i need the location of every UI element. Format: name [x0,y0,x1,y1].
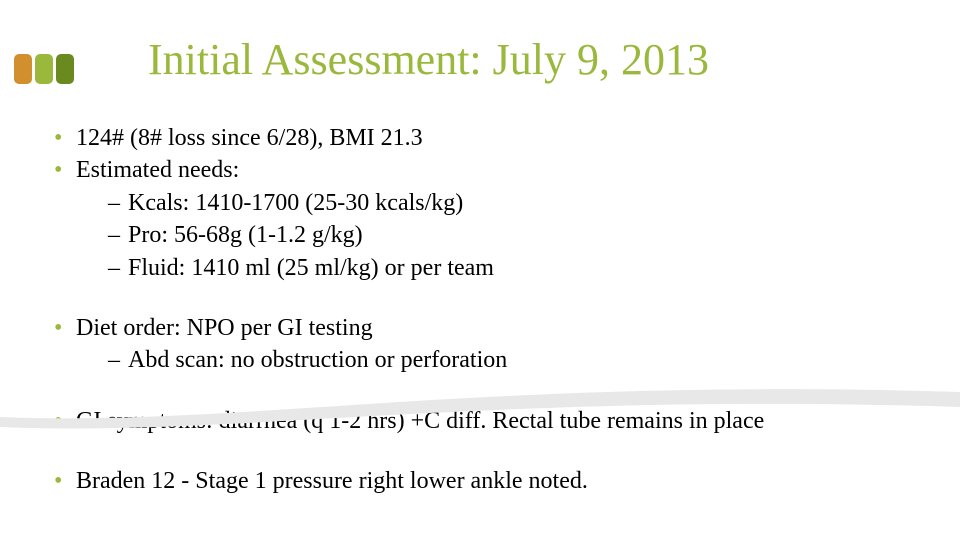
accent-bars [14,54,74,84]
bullet-estimated-needs: Estimated needs: [50,154,930,186]
accent-bar-2 [35,54,53,84]
bullet-braden: Braden 12 - Stage 1 pressure right lower… [50,465,930,497]
sub-fluid: Fluid: 1410 ml (25 ml/kg) or per team [108,252,930,284]
bullet-diet-order: Diet order: NPO per GI testing [50,312,930,344]
bullet-weight-bmi: 124# (8# loss since 6/28), BMI 21.3 [50,122,930,154]
slide-content: 124# (8# loss since 6/28), BMI 21.3 Esti… [50,122,930,498]
sub-kcals: Kcals: 1410-1700 (25-30 kcals/kg) [108,187,930,219]
bullet-gi-symptoms: GI symptoms: diarrhea (q 1-2 hrs) +C dif… [50,405,930,437]
sub-abd-scan: Abd scan: no obstruction or perforation [108,344,930,376]
sub-protein: Pro: 56-68g (1-1.2 g/kg) [108,219,930,251]
slide-title: Initial Assessment: July 9, 2013 [148,34,709,85]
accent-bar-3 [56,54,74,84]
accent-bar-1 [14,54,32,84]
